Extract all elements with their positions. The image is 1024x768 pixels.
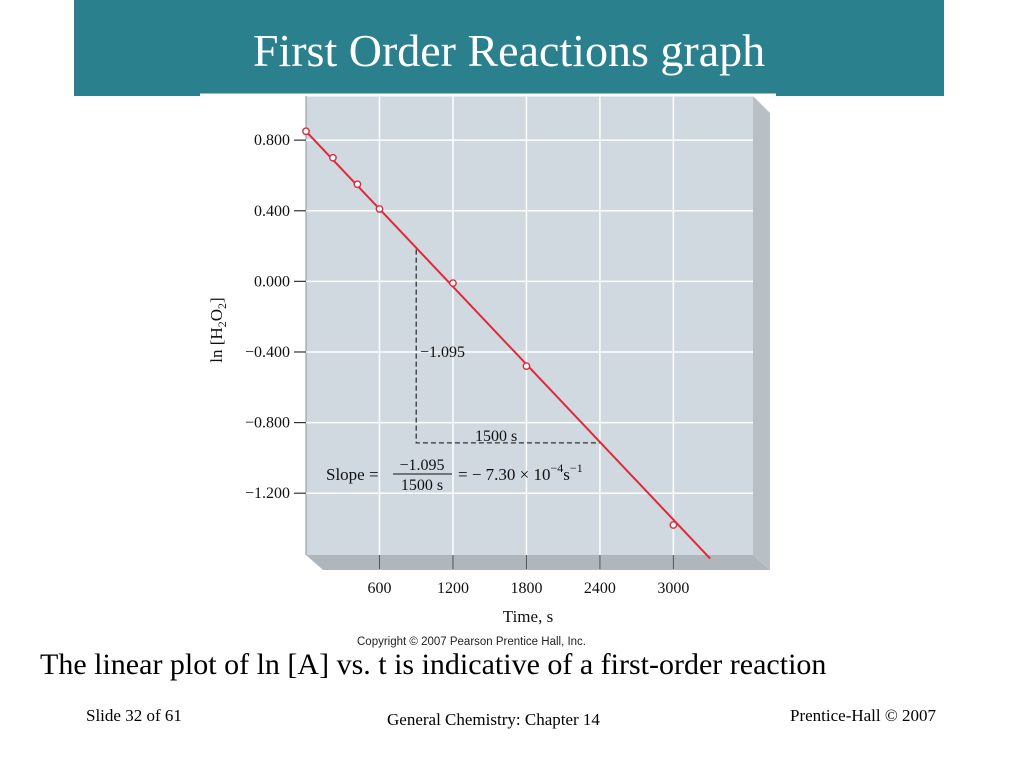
data-point [449,279,457,288]
footer-slide-number: Slide 32 of 61 [86,706,182,725]
y-tick-label: −1.200 [245,485,290,502]
y-tick-label: −0.400 [245,344,290,361]
slope-prefix: Slope = [326,465,379,484]
y-label-part-2: O [207,309,226,321]
y-tick-label: 0.800 [254,132,290,149]
y-label-part-1: ln [H [207,327,226,362]
x-tick-label: 1200 [437,580,469,597]
slope-result-text: = − 7.30 × 10 [458,465,551,484]
data-point [375,205,384,213]
y-tick-label: 0.000 [254,273,290,290]
data-point [329,153,337,162]
x-tick-label: 600 [367,580,391,597]
rise-label: −1.095 [420,344,465,361]
chart: 600 1200 1800 2400 3000 0.800 0.400 0.000 −0.400… [200,93,776,626]
slope-unit: s [563,465,570,484]
slope-triangle [415,249,600,444]
slope-denominator: 1500 s [401,477,443,494]
y-tick-label: 0.400 [254,203,290,220]
footer-chapter: General Chemistry: Chapter 14 [387,710,600,729]
plot-area [306,96,753,555]
y-axis-label: ln [H2O2] [207,297,229,362]
run-label: 1500 s [475,428,517,445]
slide-title: First Order Reactions graph [252,25,766,76]
y-label-part-3: ] [207,297,226,303]
slope-unit-exponent: −1 [570,461,583,475]
slide-caption: The linear plot of ln [A] vs. t is indic… [40,648,827,681]
title-bar: First Order Reactions graph [74,0,944,96]
x-tick-label: 3000 [657,580,689,597]
data-point [669,521,678,529]
copyright-notice: Copyright © 2007 Pearson Prentice Hall, … [357,636,587,648]
x-axis-label: Time, s [503,607,553,626]
x-tick-label: 1800 [510,580,542,597]
y-tick-label: −0.800 [245,415,290,432]
fit-line [305,130,711,560]
slope-exponent: −4 [551,461,564,475]
chart-panel-bottom [306,555,770,570]
y-label-sub-2: 2 [215,303,229,309]
data-point [353,180,362,189]
chart-panel-side [753,96,770,570]
x-tick-label: 2400 [584,580,616,597]
data-point [302,127,310,136]
slope-numerator: −1.095 [399,457,444,474]
footer-publisher: Prentice-Hall © 2007 [790,706,937,725]
slope-result: = − 7.30 × 10−4s−1 [458,461,583,484]
data-point [522,362,531,371]
y-label-sub-1: 2 [215,321,229,327]
